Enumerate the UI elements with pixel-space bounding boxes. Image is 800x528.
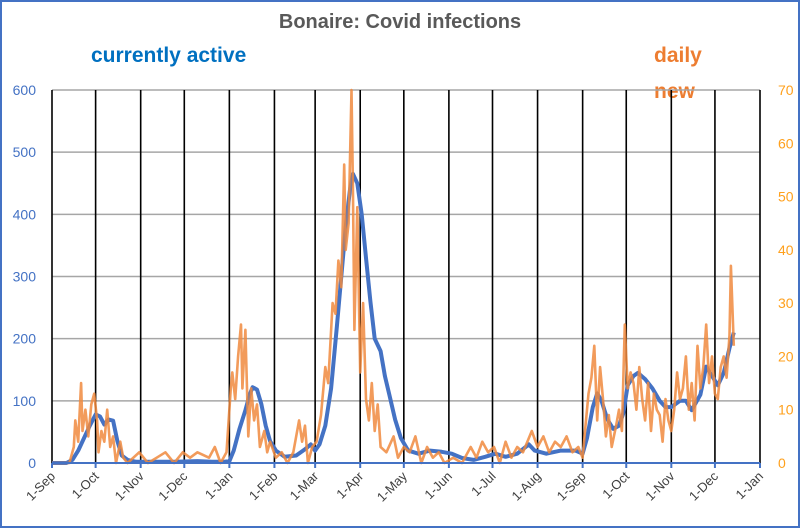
right-tick-label: 0 xyxy=(778,455,786,471)
left-tick-label: 100 xyxy=(13,393,37,409)
annotation-daily: daily xyxy=(654,44,702,67)
x-tick-label: 1-Nov xyxy=(112,468,147,503)
x-tick-label: 1-Jan xyxy=(202,469,236,503)
x-tick-label: 1-Dec xyxy=(155,468,190,503)
left-tick-label: 500 xyxy=(13,144,37,160)
left-tick-label: 300 xyxy=(13,269,37,285)
left-tick-label: 200 xyxy=(13,331,37,347)
series-line-daily-new xyxy=(52,88,736,465)
x-tick-label: 1-Sep xyxy=(23,469,58,504)
x-tick-label: 1-Jul xyxy=(468,468,499,499)
axes xyxy=(51,462,761,468)
annotation-currently-active: currently active xyxy=(91,44,246,67)
right-tick-label: 50 xyxy=(778,189,794,205)
x-tick-label: 1-Mar xyxy=(287,468,322,503)
right-tick-label: 20 xyxy=(778,348,794,364)
horizontal-gridlines xyxy=(52,89,760,402)
right-tick-label: 60 xyxy=(778,135,794,151)
x-tick-label: 1-Jan xyxy=(733,469,767,503)
x-tick-label: 1-Dec xyxy=(686,468,721,503)
x-tick-label: 1-Nov xyxy=(642,468,677,503)
right-tick-label: 10 xyxy=(778,402,794,418)
left-tick-label: 0 xyxy=(28,455,36,471)
x-tick-label: 1-Jun xyxy=(421,469,455,503)
x-axis-ticks: 1-Sep 1-Oct 1-Nov 1-Dec 1-Jan 1-Feb 1-Mar 1-Apr… xyxy=(23,468,766,505)
right-tick-label: 30 xyxy=(778,295,794,311)
x-tick-label: 1-May xyxy=(374,468,410,504)
x-tick-label: 1-Aug xyxy=(509,469,544,504)
left-tick-label: 600 xyxy=(13,82,37,98)
left-tick-label: 400 xyxy=(13,206,37,222)
series-line-currently-active xyxy=(52,171,736,465)
right-tick-label: 70 xyxy=(778,82,794,98)
right-tick-label: 40 xyxy=(778,242,794,258)
series-layer xyxy=(52,88,736,465)
x-tick-label: 1-Sep xyxy=(554,469,589,504)
x-tick-label: 1-Apr xyxy=(333,468,367,502)
annotation-new: new xyxy=(654,80,696,103)
x-tick-label: 1-Oct xyxy=(599,468,632,501)
left-axis-ticks: 0 100 200 300 400 500 600 xyxy=(13,82,37,471)
x-tick-label: 1-Oct xyxy=(69,468,102,501)
x-tick-label: 1-Feb xyxy=(246,469,281,504)
vertical-gridlines xyxy=(51,90,761,463)
right-axis-ticks: 0 10 20 30 40 50 60 70 xyxy=(778,82,794,471)
chart-title: Bonaire: Covid infections xyxy=(279,11,521,33)
